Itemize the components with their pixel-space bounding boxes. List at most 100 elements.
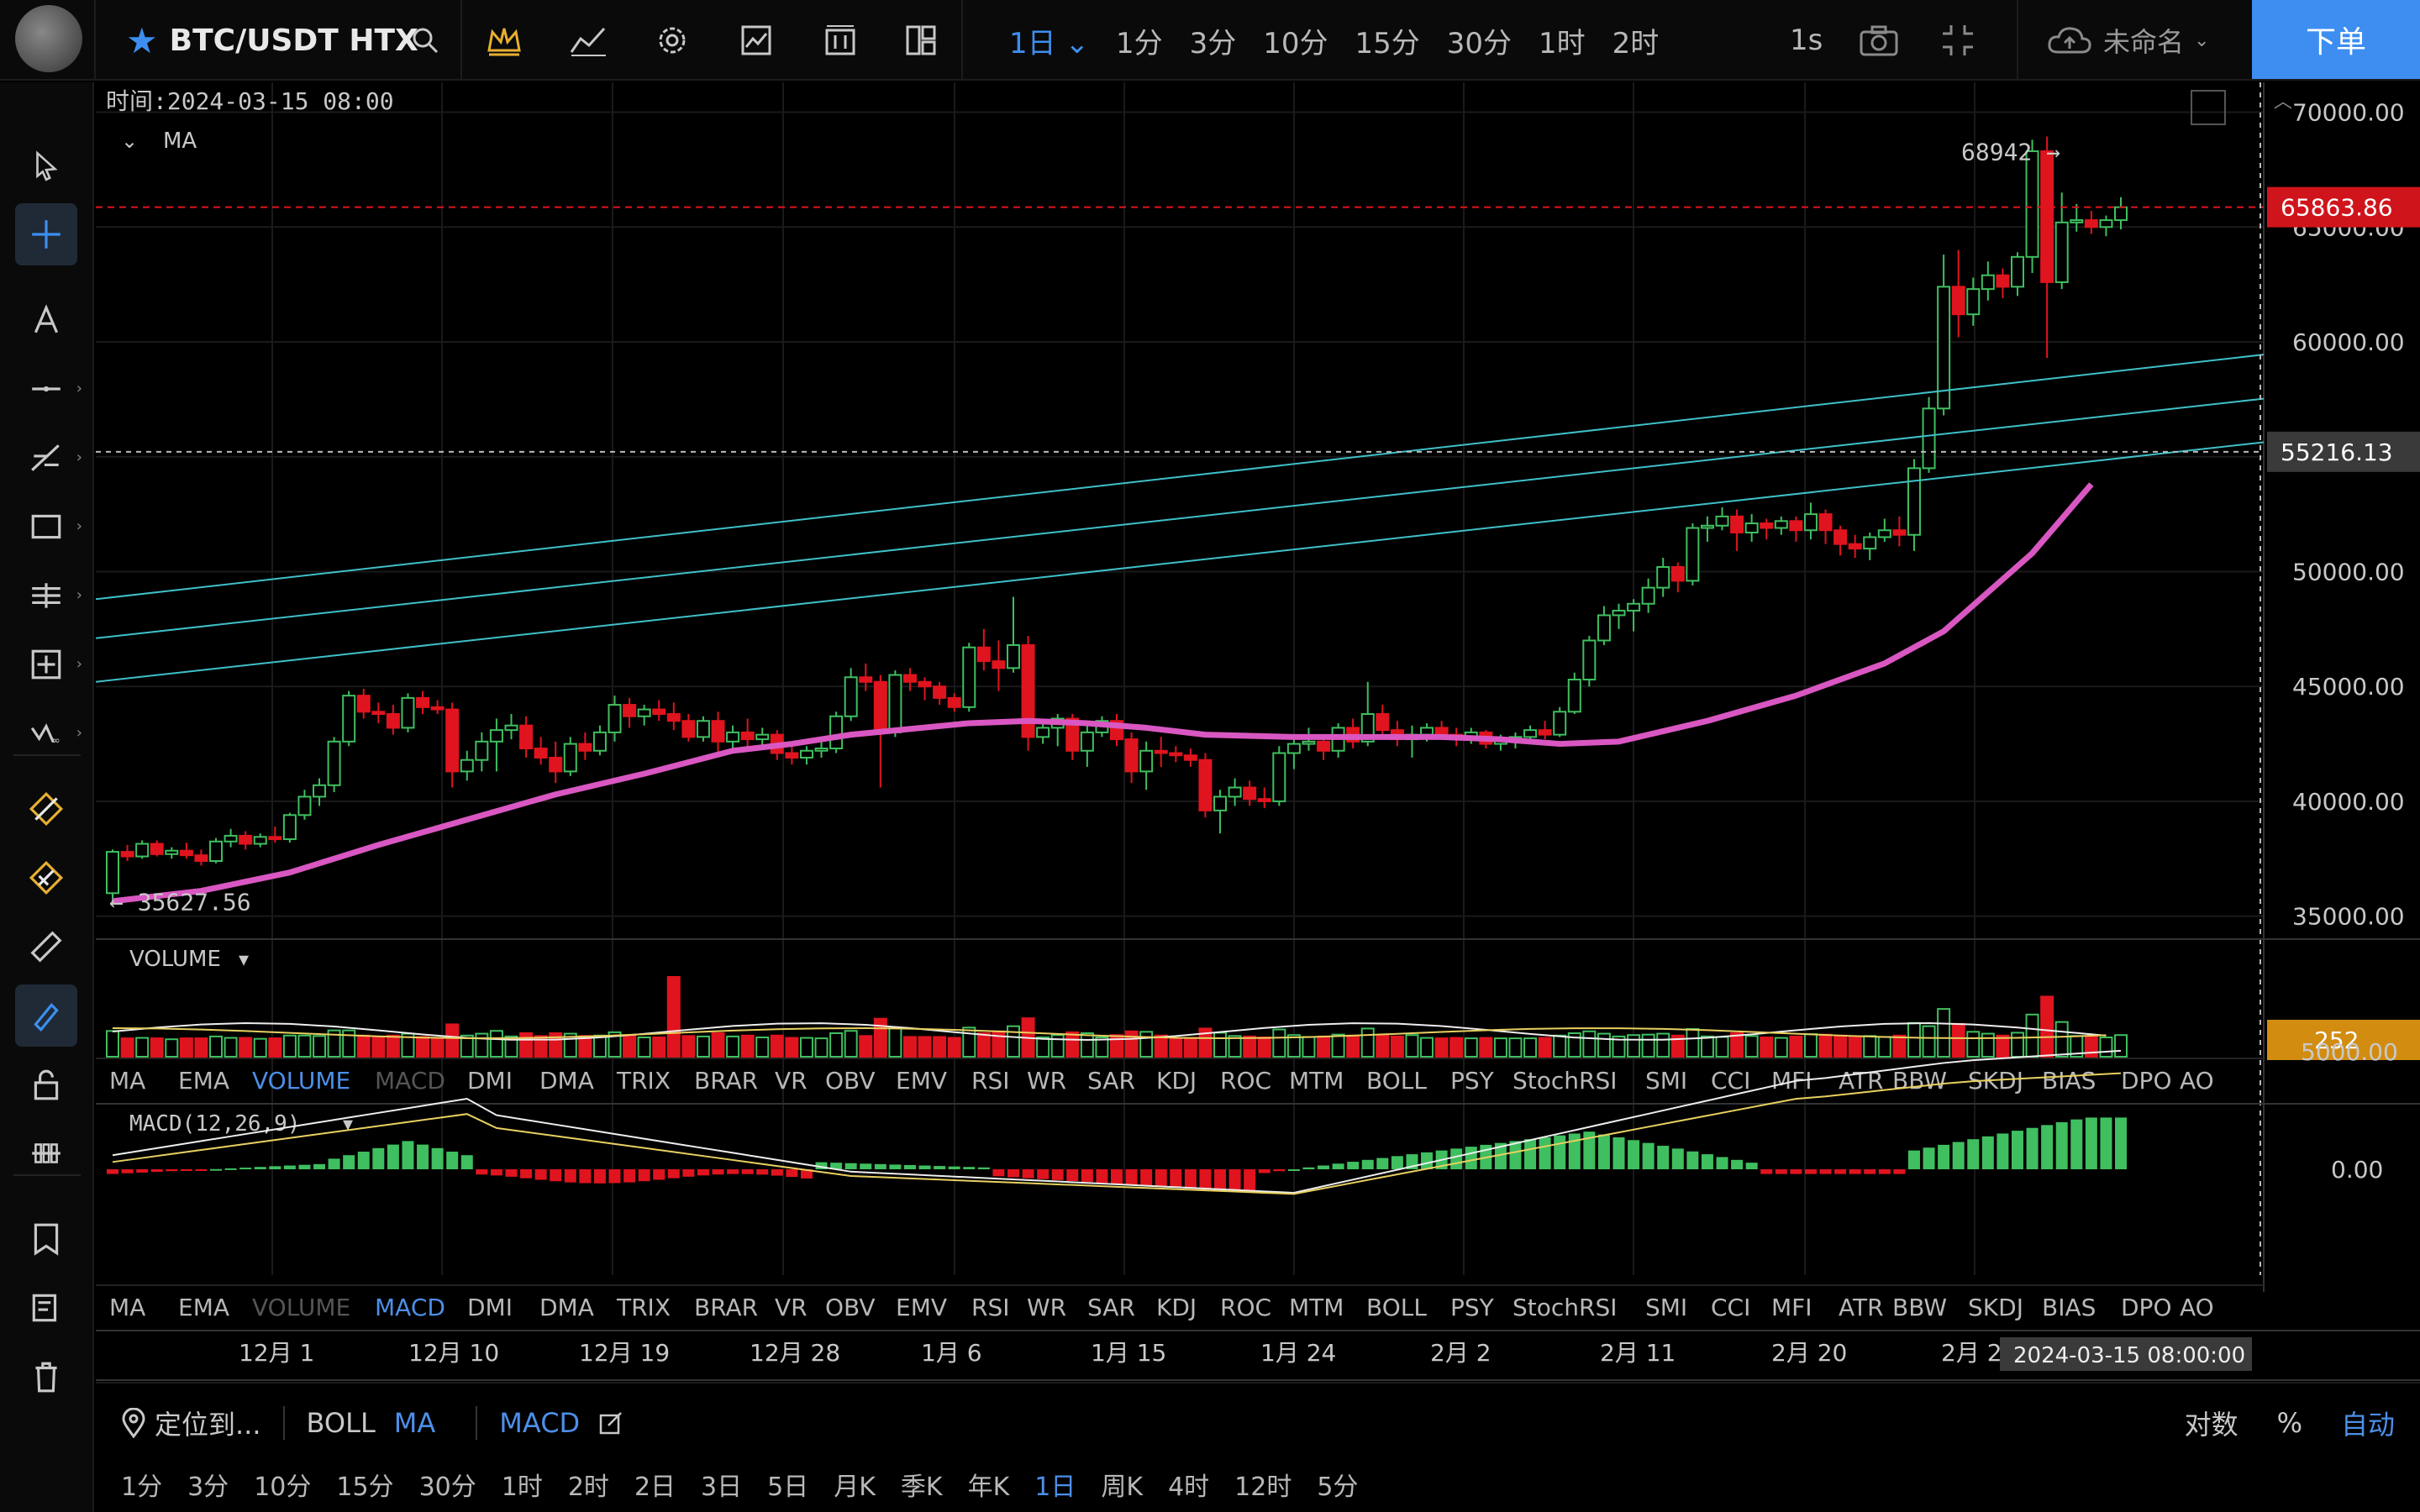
- volume-tab-sar[interactable]: SAR: [1087, 1067, 1135, 1095]
- interval-30分[interactable]: 30分: [1446, 26, 1512, 60]
- bottom-interval-4时[interactable]: 4时: [1168, 1473, 1210, 1502]
- horizontal-lines-icon[interactable]: ›: [15, 564, 82, 627]
- settings-icon[interactable]: [650, 18, 694, 62]
- volume-tab-brar[interactable]: BRAR: [694, 1067, 758, 1095]
- macd-tab-bbw[interactable]: BBW: [1892, 1294, 1947, 1321]
- volume-tab-rsi[interactable]: RSI: [971, 1067, 1010, 1095]
- bookmark-icon[interactable]: [15, 1208, 77, 1270]
- bottom-interval-12时[interactable]: 12时: [1234, 1473, 1292, 1502]
- bottom-interval-3日[interactable]: 3日: [701, 1473, 743, 1502]
- bottom-interval-30分[interactable]: 30分: [418, 1473, 476, 1502]
- bottom-interval-月K[interactable]: 月K: [834, 1473, 876, 1502]
- macd-tab-ema[interactable]: EMA: [178, 1294, 229, 1321]
- bottom-interval-10分[interactable]: 10分: [254, 1473, 312, 1502]
- bottom-interval-5日[interactable]: 5日: [767, 1473, 809, 1502]
- volume-tab-obv[interactable]: OBV: [825, 1067, 876, 1095]
- bottom-interval-3分[interactable]: 3分: [187, 1473, 229, 1502]
- bottom-interval-2时[interactable]: 2时: [567, 1473, 609, 1502]
- macd-tab-psy[interactable]: PSY: [1450, 1294, 1495, 1321]
- chart-type-icon[interactable]: [734, 18, 778, 62]
- trendline[interactable]: [96, 397, 2265, 639]
- macd-tab-ao[interactable]: AO: [2180, 1294, 2214, 1321]
- bottom-interval-15分[interactable]: 15分: [336, 1473, 394, 1502]
- auto-scale-toggle[interactable]: 自动: [2340, 1409, 2395, 1441]
- bottom-interval-1日[interactable]: 1日: [1034, 1473, 1076, 1502]
- bars-icon[interactable]: [15, 1122, 77, 1184]
- macd-tab-wr[interactable]: WR: [1027, 1294, 1066, 1321]
- volume-tab-stochrsi[interactable]: StochRSI: [1512, 1067, 1618, 1095]
- volume-tab-boll[interactable]: BOLL: [1366, 1067, 1427, 1095]
- volume-tab-trix[interactable]: TRIX: [616, 1067, 671, 1095]
- crown-icon[interactable]: [482, 18, 526, 62]
- macd-tab-vr[interactable]: VR: [775, 1294, 808, 1321]
- edit-list-icon[interactable]: [15, 1277, 77, 1339]
- volume-tab-ao[interactable]: AO: [2180, 1067, 2214, 1095]
- bottom-interval-5分[interactable]: 5分: [1317, 1473, 1359, 1502]
- bottom-interval-1分[interactable]: 1分: [121, 1473, 163, 1502]
- indicator-macd[interactable]: MACD: [499, 1407, 581, 1439]
- volume-tab-smi[interactable]: SMI: [1645, 1067, 1687, 1095]
- indicators-icon[interactable]: [566, 18, 610, 62]
- pen-icon[interactable]: [15, 984, 77, 1047]
- macd-tab-stochrsi[interactable]: StochRSI: [1512, 1294, 1618, 1321]
- rect-icon[interactable]: ›: [15, 496, 82, 558]
- chart-area[interactable]: 70000.0065000.0060000.0055000.0050000.00…: [96, 82, 2420, 1382]
- cursor-icon[interactable]: [15, 134, 77, 197]
- macd-tab-smi[interactable]: SMI: [1645, 1294, 1687, 1321]
- macd-tab-obv[interactable]: OBV: [825, 1294, 876, 1321]
- macd-tab-trix[interactable]: TRIX: [616, 1294, 671, 1321]
- text-icon[interactable]: [15, 289, 77, 351]
- macd-tab-dmi[interactable]: DMI: [467, 1294, 513, 1321]
- volume-tab-mtm[interactable]: MTM: [1289, 1067, 1344, 1095]
- layout-icon[interactable]: [899, 18, 943, 62]
- volume-tab-roc[interactable]: ROC: [1220, 1067, 1271, 1095]
- crosshair-icon[interactable]: [15, 203, 77, 265]
- macd-tab-mfi[interactable]: MFI: [1771, 1294, 1812, 1321]
- volume-tab-ema[interactable]: EMA: [178, 1067, 229, 1095]
- indicator-ma[interactable]: MA: [393, 1407, 436, 1439]
- order-button[interactable]: 下单: [2252, 0, 2420, 79]
- macd-tab-macd[interactable]: MACD: [375, 1294, 445, 1321]
- compare-icon[interactable]: [818, 18, 862, 62]
- log-scale-toggle[interactable]: 对数: [2184, 1409, 2238, 1441]
- fullscreen-icon[interactable]: [1936, 18, 1980, 62]
- bottom-interval-年K[interactable]: 年K: [967, 1473, 1010, 1502]
- interval-2时[interactable]: 2时: [1612, 26, 1660, 60]
- volume-tab-bias[interactable]: BIAS: [2042, 1067, 2096, 1095]
- trendline[interactable]: [96, 441, 2265, 683]
- search-icon[interactable]: [403, 18, 447, 62]
- macd-tab-roc[interactable]: ROC: [1220, 1294, 1271, 1321]
- camera-icon[interactable]: [1857, 18, 1901, 62]
- macd-tab-sar[interactable]: SAR: [1087, 1294, 1135, 1321]
- interval-10分[interactable]: 10分: [1263, 26, 1328, 60]
- indicator-boll[interactable]: BOLL: [306, 1407, 376, 1439]
- fib-icon[interactable]: ›: [15, 427, 82, 489]
- edit-icon[interactable]: [598, 1410, 623, 1436]
- magnet-icon[interactable]: [15, 778, 77, 840]
- star-icon[interactable]: ★: [126, 19, 158, 61]
- macd-tab-rsi[interactable]: RSI: [971, 1294, 1010, 1321]
- interval-1时[interactable]: 1时: [1539, 26, 1586, 60]
- trash-icon[interactable]: [15, 1346, 77, 1408]
- percent-scale-toggle[interactable]: %: [2276, 1407, 2302, 1439]
- macd-tab-bias[interactable]: BIAS: [2042, 1294, 2096, 1321]
- bottom-interval-季K[interactable]: 季K: [900, 1473, 943, 1502]
- bottom-interval-2日[interactable]: 2日: [634, 1473, 676, 1502]
- volume-tab-macd[interactable]: MACD: [375, 1067, 445, 1095]
- interval-1分[interactable]: 1分: [1115, 26, 1163, 60]
- measure-box-icon[interactable]: ›: [15, 633, 82, 696]
- bottom-interval-1时[interactable]: 1时: [501, 1473, 543, 1502]
- macd-tab-skdj[interactable]: SKDJ: [1968, 1294, 2023, 1321]
- volume-tab-emv[interactable]: EMV: [896, 1067, 947, 1095]
- volume-tab-psy[interactable]: PSY: [1450, 1067, 1495, 1095]
- macd-tab-dpo[interactable]: DPO: [2121, 1294, 2171, 1321]
- macd-tab-emv[interactable]: EMV: [896, 1294, 947, 1321]
- interval-15分[interactable]: 15分: [1355, 26, 1420, 60]
- volume-tab-volume[interactable]: VOLUME: [252, 1067, 350, 1095]
- macd-tab-brar[interactable]: BRAR: [694, 1294, 758, 1321]
- volume-tab-kdj[interactable]: KDJ: [1156, 1067, 1197, 1095]
- macd-tab-atr[interactable]: ATR: [1839, 1294, 1884, 1321]
- volume-tab-dmi[interactable]: DMI: [467, 1067, 513, 1095]
- symbol-selector[interactable]: ★ BTC/USDT HTX: [126, 18, 418, 62]
- macd-tab-dma[interactable]: DMA: [539, 1294, 594, 1321]
